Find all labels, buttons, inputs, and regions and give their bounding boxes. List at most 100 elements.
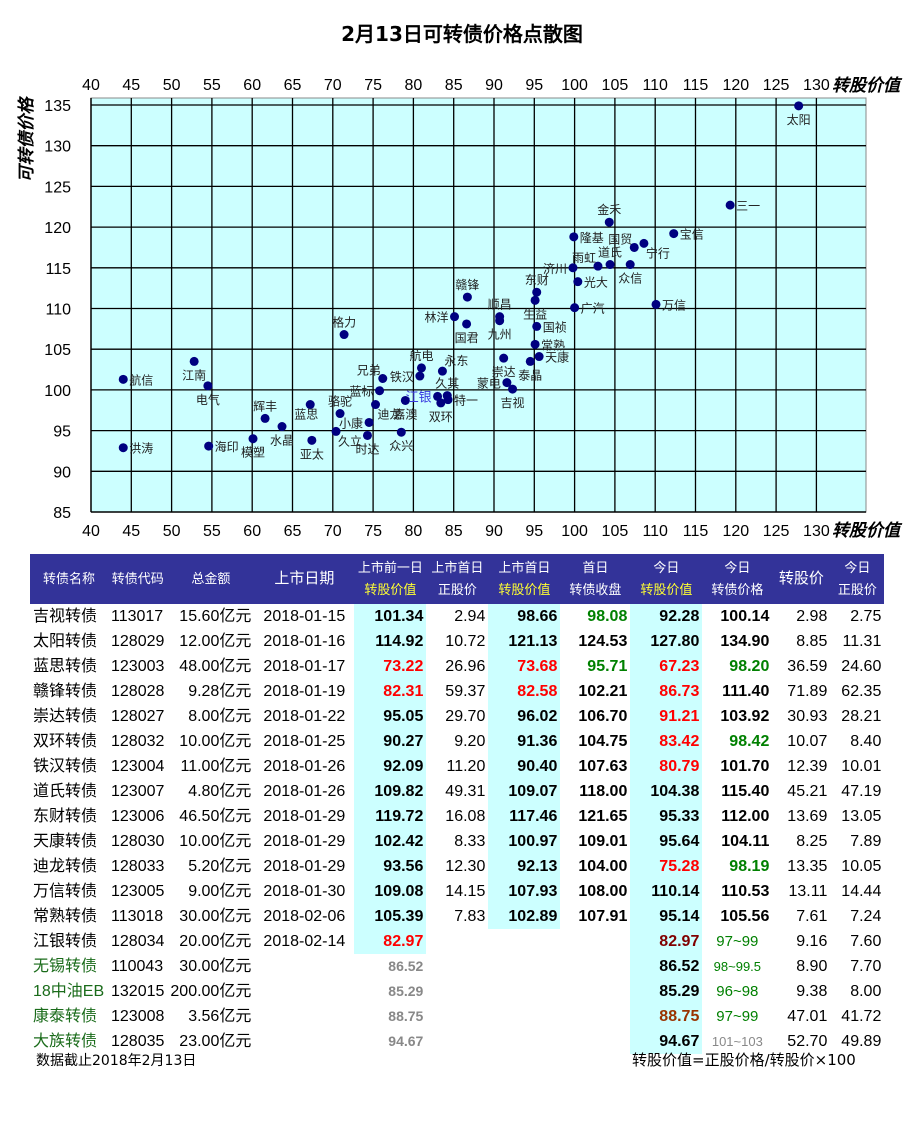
today-stock-price: 7.24: [850, 908, 882, 925]
today-bond-price: 104.11: [721, 833, 770, 850]
pre-listing-conversion-value: 101.34: [354, 604, 427, 629]
first-day-stock-price: 26.96: [445, 658, 486, 675]
point-label: 航电: [409, 348, 433, 363]
total-amount: 9.28亿元: [188, 683, 252, 700]
point-label: 电气: [196, 392, 220, 407]
data-point: [532, 287, 542, 297]
y-tick: 125: [44, 179, 71, 196]
x-tick-bottom: 80: [405, 523, 423, 540]
point-label: 林洋: [424, 310, 448, 325]
first-day-stock-price: 11.20: [446, 758, 486, 775]
listing-date: 2018-01-22: [263, 708, 346, 725]
data-point: [495, 316, 505, 326]
pre-listing-conversion-value: 92.09: [354, 754, 427, 779]
listing-date: 2018-02-06: [263, 908, 346, 925]
point-label: 国贸: [608, 232, 632, 246]
total-amount: 200.00亿元: [170, 983, 252, 1000]
first-day-bond-close: [560, 1029, 630, 1054]
today-bond-price: 101.70: [720, 758, 770, 775]
total-amount: 10.00亿元: [179, 733, 252, 750]
point-label: 嘉澳: [393, 407, 417, 421]
x-tick-top: 100: [561, 77, 588, 94]
first-day-stock-price: [426, 954, 488, 979]
table-row: 蓝思转债 123003 48.00亿元 2018-01-17 73.22 26.96 73.…: [30, 654, 884, 679]
bond-code: 110043: [111, 958, 164, 975]
point-label: 太阳: [787, 112, 811, 127]
y-tick: 130: [44, 139, 71, 156]
data-point: [669, 229, 679, 239]
first-day-conversion-value: 92.13: [488, 854, 561, 879]
today-bond-price: 100.14: [720, 608, 770, 625]
x-tick-bottom: 50: [163, 523, 181, 540]
bond-code: 113017: [111, 608, 164, 625]
data-point: [118, 443, 128, 453]
pre-listing-conversion-value: 109.08: [354, 879, 427, 904]
x-axis-title-top: 转股价值: [832, 76, 903, 96]
first-day-stock-price: 8.33: [454, 833, 486, 850]
bond-name: 赣锋转债: [33, 683, 98, 700]
point-label: 九州: [488, 328, 512, 342]
x-tick-top: 45: [122, 77, 140, 94]
pre-listing-conversion-value: 93.56: [354, 854, 427, 879]
x-tick-top: 130: [803, 77, 830, 94]
table-row: 大族转债 128035 23.00亿元 94.67 94.67 101~103 52.70 4…: [30, 1029, 884, 1054]
first-day-stock-price: 7.83: [454, 908, 486, 925]
point-label: 广汽: [581, 301, 605, 316]
point-label: 铁汉: [390, 370, 414, 384]
today-conversion-value: 92.28: [630, 604, 703, 629]
conversion-price: 2.98: [796, 608, 828, 625]
bond-table: 转债名称 转债代码 总金额 上市日期 上市前一日 转股价值 上市首日 正股价 上市首日 转股价值首…: [30, 554, 885, 1054]
today-bond-price: 105.56: [720, 908, 770, 925]
point-label: 生益: [523, 307, 547, 321]
data-point: [532, 321, 542, 331]
y-tick: 105: [44, 342, 71, 359]
point-label: 吉视: [501, 395, 525, 410]
bond-code: 132015: [111, 983, 165, 1000]
conversion-price: 36.59: [787, 658, 828, 675]
data-point: [364, 417, 374, 427]
first-day-conversion-value: [488, 1029, 560, 1054]
data-point: [362, 430, 372, 440]
x-axis-title-bottom: 转股价值: [832, 521, 903, 541]
pre-listing-conversion-value: 73.22: [354, 654, 427, 679]
y-tick: 85: [53, 505, 71, 522]
pre-listing-conversion-value: 119.72: [354, 804, 427, 829]
x-tick-bottom: 95: [525, 523, 543, 540]
x-tick-top: 40: [82, 77, 100, 94]
x-tick-top: 120: [722, 77, 749, 94]
first-day-conversion-value: [488, 954, 560, 979]
conversion-price: 9.16: [796, 933, 828, 950]
point-label: 济川: [543, 261, 567, 276]
bond-name: 东财转债: [33, 808, 98, 825]
pre-listing-conversion-value: 95.05: [354, 704, 427, 729]
point-label: 永东: [444, 354, 468, 368]
plot-area: [90, 97, 867, 513]
point-label: 江南: [182, 367, 206, 382]
data-point: [203, 381, 213, 391]
first-day-bond-close: 95.71: [587, 658, 628, 675]
pre-listing-conversion-value: 85.29: [388, 983, 424, 999]
today-stock-price: 10.01: [841, 758, 882, 775]
total-amount: 4.80亿元: [188, 783, 252, 800]
data-point: [375, 386, 385, 396]
scatter-chart: 40 40 45 45 50 50 55 55 60 60 65 65 70 70 75 75 80 80 85 85…: [17, 76, 903, 541]
listing-date: 2018-01-17: [263, 658, 346, 675]
data-point: [371, 400, 381, 410]
bond-name: 常熟转债: [33, 908, 98, 925]
bond-code: 128033: [111, 858, 165, 875]
first-day-conversion-value: 98.66: [488, 604, 561, 629]
x-tick-top: 90: [485, 77, 503, 94]
today-conversion-value: 83.42: [630, 729, 703, 754]
today-conversion-value: 110.14: [630, 879, 703, 904]
today-conversion-value: 86.73: [630, 679, 703, 704]
data-point: [794, 101, 804, 111]
point-label: 辉丰: [253, 399, 277, 413]
x-tick-bottom: 110: [642, 523, 668, 540]
conversion-price: 10.07: [787, 733, 828, 750]
today-stock-price: 49.89: [841, 1033, 882, 1050]
conversion-price: 47.01: [787, 1008, 828, 1025]
x-tick-bottom: 75: [364, 523, 382, 540]
bond-name: 18中油EB: [33, 983, 105, 1000]
today-bond-price: 111.40: [722, 683, 770, 700]
first-day-conversion-value: 100.97: [488, 829, 561, 854]
